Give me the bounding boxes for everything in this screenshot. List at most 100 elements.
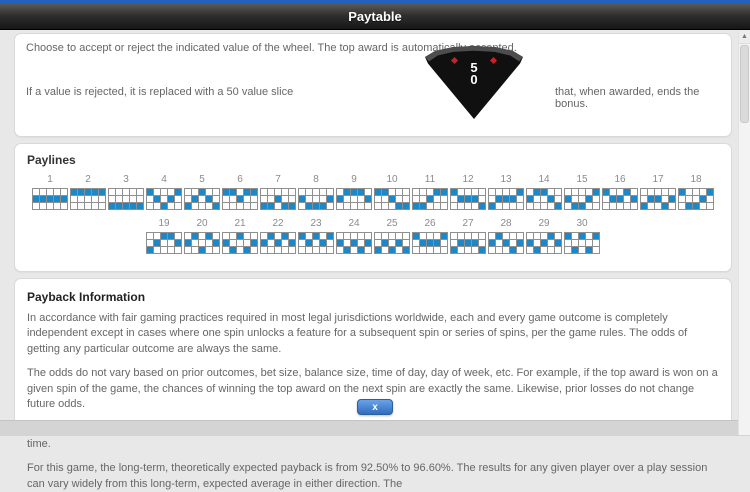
payline-cell [441,196,447,202]
payline-cell [40,203,46,209]
payback-heading: Payback Information [27,290,146,304]
payline-cell [593,189,599,195]
payline-cell [496,189,502,195]
payline-cell [99,203,105,209]
wheel-slice-graphic: 5 0 [425,46,523,119]
payline-number: 15 [576,174,588,185]
payline-cell [168,240,174,246]
payline-cell [154,203,160,209]
payline-number: 19 [158,218,170,229]
payline-cell [662,196,668,202]
payline-cell [320,189,326,195]
payline-cell [458,196,464,202]
payline-13: 13 [488,174,524,210]
payline-cell [206,247,212,253]
payline-cell [61,203,67,209]
payline-cell [289,203,295,209]
payline-number: 13 [500,174,512,185]
payline-cell [382,240,388,246]
payline-grid [336,188,372,210]
payline-cell [275,196,281,202]
payline-cell [85,196,91,202]
scrollbar-thumb[interactable] [740,45,749,123]
payline-cell [251,196,257,202]
payline-cell [320,233,326,239]
payline-cell [489,233,495,239]
payline-cell [40,196,46,202]
payline-cell [434,247,440,253]
payline-cell [389,203,395,209]
payline-cell [337,203,343,209]
payline-cell [206,233,212,239]
payline-18: 18 [678,174,714,210]
payline-cell [365,233,371,239]
payline-cell [472,203,478,209]
payline-cell [337,189,343,195]
payline-grid [678,188,714,210]
payline-14: 14 [526,174,562,210]
payline-cell [237,240,243,246]
payline-cell [655,203,661,209]
payline-cell [230,247,236,253]
payline-cell [479,240,485,246]
payline-cell [230,240,236,246]
payline-cell [306,189,312,195]
payline-cell [610,189,616,195]
payline-cell [365,203,371,209]
payline-cell [237,203,243,209]
wheel-rule-line-2-after: that, when awarded, ends the bonus. [555,86,700,110]
payline-cell [427,240,433,246]
wheel-slice-value: 5 0 [425,61,523,86]
payline-30: 30 [564,218,600,254]
payline-cell [548,203,554,209]
payline-cell [282,247,288,253]
payline-cell [534,196,540,202]
payline-cell [565,247,571,253]
payline-cell [213,196,219,202]
payline-cell [579,247,585,253]
payline-grid [564,188,600,210]
payline-cell [396,203,402,209]
payline-cell [306,203,312,209]
payline-cell [161,196,167,202]
payline-cell [147,233,153,239]
payline-cell [351,196,357,202]
payline-cell [168,233,174,239]
payline-19: 19 [146,218,182,254]
payline-grid [222,188,258,210]
payline-cell [61,189,67,195]
payline-cell [185,189,191,195]
payline-11: 11 [412,174,448,210]
payline-cell [593,203,599,209]
payline-28: 28 [488,218,524,254]
payline-cell [275,247,281,253]
payline-cell [458,203,464,209]
payline-number: 17 [652,174,664,185]
payline-cell [700,196,706,202]
payline-cell [47,189,53,195]
payline-cell [503,189,509,195]
payline-cell [99,189,105,195]
payline-number: 2 [85,174,91,185]
payline-grid [564,232,600,254]
payline-cell [669,203,675,209]
payline-cell [617,196,623,202]
payline-cell [427,196,433,202]
payline-cell [261,189,267,195]
payline-cell [527,196,533,202]
payline-cell [662,189,668,195]
payline-cell [313,189,319,195]
payline-cell [61,196,67,202]
scroll-up-button[interactable]: ▲ [739,30,750,44]
payline-cell [489,189,495,195]
payline-number: 22 [272,218,284,229]
close-button[interactable]: x [357,399,393,415]
payline-cell [206,196,212,202]
payline-cell [396,233,402,239]
payline-cell [617,203,623,209]
vertical-scrollbar[interactable]: ▲ [738,30,750,435]
payline-cell [268,196,274,202]
payline-cell [199,203,205,209]
payline-number: 26 [424,218,436,229]
payline-cell [344,240,350,246]
